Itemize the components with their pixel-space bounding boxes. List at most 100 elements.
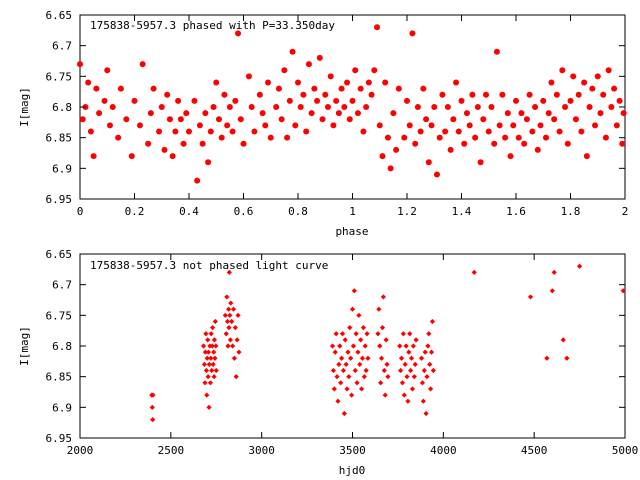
- data-point: [359, 355, 366, 361]
- data-point: [420, 85, 427, 92]
- x-axis-label-bottom: hjd0: [339, 464, 366, 477]
- data-point: [581, 79, 588, 86]
- data-point: [564, 355, 570, 361]
- y-axis-label-top: I[mag]: [18, 87, 31, 127]
- y-tick-label: 6.8: [52, 101, 72, 114]
- data-point: [504, 110, 511, 117]
- x-tick-label: 0: [77, 205, 84, 218]
- data-point: [308, 110, 315, 117]
- data-point: [212, 355, 218, 361]
- data-point: [382, 392, 388, 398]
- data-point: [156, 128, 163, 135]
- data-point: [594, 73, 601, 80]
- data-point: [77, 61, 83, 68]
- data-point: [208, 331, 214, 337]
- data-point: [341, 104, 348, 110]
- data-point: [532, 104, 539, 110]
- data-point: [286, 97, 293, 104]
- data-point: [353, 331, 359, 337]
- data-point: [562, 104, 569, 110]
- data-point: [402, 361, 408, 367]
- data-point: [228, 300, 234, 306]
- data-point: [620, 288, 626, 294]
- data-point: [436, 134, 443, 141]
- data-point: [480, 116, 487, 123]
- data-point: [474, 104, 481, 110]
- data-point: [202, 349, 208, 355]
- y-tick-label: 6.7: [52, 279, 72, 292]
- data-point: [544, 355, 550, 361]
- data-point: [429, 318, 436, 325]
- data-point: [491, 140, 498, 147]
- data-point: [96, 110, 103, 117]
- data-point: [211, 349, 217, 355]
- data-point: [407, 331, 413, 337]
- data-point: [605, 67, 612, 74]
- data-point: [384, 361, 390, 367]
- data-point: [502, 134, 509, 141]
- data-point: [493, 48, 500, 55]
- data-point: [575, 91, 582, 98]
- y-tick-label: 6.85: [46, 371, 73, 384]
- data-point: [348, 392, 355, 398]
- data-point: [485, 128, 492, 135]
- data-point: [351, 288, 357, 294]
- y-ticks-top: 6.65 6.7 6.75 6.8 6.85 6.9 6.95: [46, 9, 625, 206]
- data-point: [196, 122, 203, 129]
- data-point: [213, 343, 219, 349]
- data-point: [204, 355, 210, 361]
- data-point: [354, 110, 361, 117]
- data-point: [333, 97, 340, 104]
- data-point: [483, 91, 490, 98]
- data-point: [433, 171, 440, 178]
- data-point: [527, 294, 534, 300]
- data-point: [611, 85, 618, 92]
- data-point: [356, 312, 362, 318]
- data-point: [399, 380, 406, 386]
- data-point: [408, 367, 414, 374]
- data-point: [339, 331, 346, 337]
- data-point: [572, 116, 579, 123]
- data-point: [374, 24, 381, 31]
- x-tick-label: 1.4: [452, 205, 472, 218]
- data-point: [230, 306, 237, 312]
- data-point: [589, 85, 596, 92]
- data-point: [210, 104, 217, 110]
- data-point: [104, 67, 111, 74]
- x-tick-label: 4000: [430, 444, 457, 457]
- data-point: [564, 140, 571, 147]
- data-point: [518, 110, 525, 117]
- data-point: [404, 374, 410, 380]
- data-point: [453, 79, 460, 86]
- data-point: [211, 337, 218, 343]
- data-point: [559, 67, 566, 74]
- data-point: [455, 128, 462, 135]
- x-tick-label: 0.4: [179, 205, 199, 218]
- data-point: [383, 337, 389, 343]
- data-point: [342, 337, 348, 343]
- data-point: [177, 116, 184, 123]
- data-point: [340, 367, 347, 374]
- data-point: [420, 398, 426, 404]
- data-point: [329, 343, 336, 349]
- data-point: [300, 91, 307, 98]
- data-point: [175, 97, 182, 104]
- data-point: [341, 410, 347, 417]
- data-point: [223, 331, 229, 337]
- data-point: [619, 140, 626, 147]
- data-point: [358, 386, 365, 392]
- data-point: [262, 122, 269, 129]
- data-point: [201, 361, 208, 367]
- data-point: [431, 104, 438, 110]
- data-point: [303, 128, 310, 135]
- x-tick-label: 4500: [521, 444, 548, 457]
- data-point: [360, 128, 367, 135]
- y-axis-label-bottom: I[mag]: [18, 326, 31, 366]
- data-point: [278, 116, 285, 123]
- data-point: [204, 392, 210, 398]
- data-point: [232, 325, 238, 331]
- data-point: [316, 54, 323, 61]
- data-point: [393, 146, 400, 153]
- data-point: [352, 67, 359, 74]
- data-point: [336, 361, 342, 367]
